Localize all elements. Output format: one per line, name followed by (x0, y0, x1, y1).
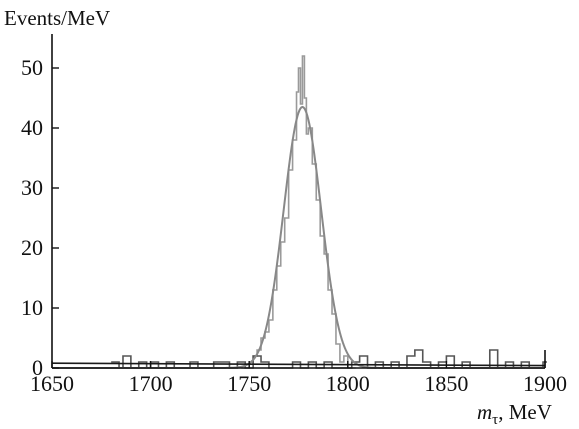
y-tick-label: 20 (21, 235, 43, 260)
signal-histogram (241, 55, 356, 369)
x-axis-label-var: m (477, 400, 492, 424)
x-axis-label-unit: , MeV (498, 400, 552, 424)
x-tick-label: 1700 (129, 371, 173, 396)
x-axis-label-sub: τ (492, 412, 498, 428)
x-axis-label: mτ, MeV (477, 400, 552, 428)
plot-area (51, 55, 547, 369)
y-tick-label: 30 (21, 175, 43, 200)
y-tick-label: 0 (32, 355, 43, 380)
axes: 0 10 20 30 40 50 1650 1700 1750 1800 1850 1900 (21, 34, 567, 396)
x-tick-label: 1900 (523, 371, 567, 396)
y-tick-label: 40 (21, 115, 43, 140)
x-tick-label: 1850 (424, 371, 468, 396)
fit-curve (52, 105, 545, 369)
y-tick-label: 50 (21, 55, 43, 80)
x-tick-label: 1650 (30, 371, 74, 396)
x-tick-label: 1800 (326, 371, 370, 396)
y-tick-label: 10 (21, 295, 43, 320)
baseline-fit-line (51, 362, 546, 367)
y-axis-label: Events/MeV (4, 6, 110, 30)
x-tick-label: 1750 (227, 371, 271, 396)
